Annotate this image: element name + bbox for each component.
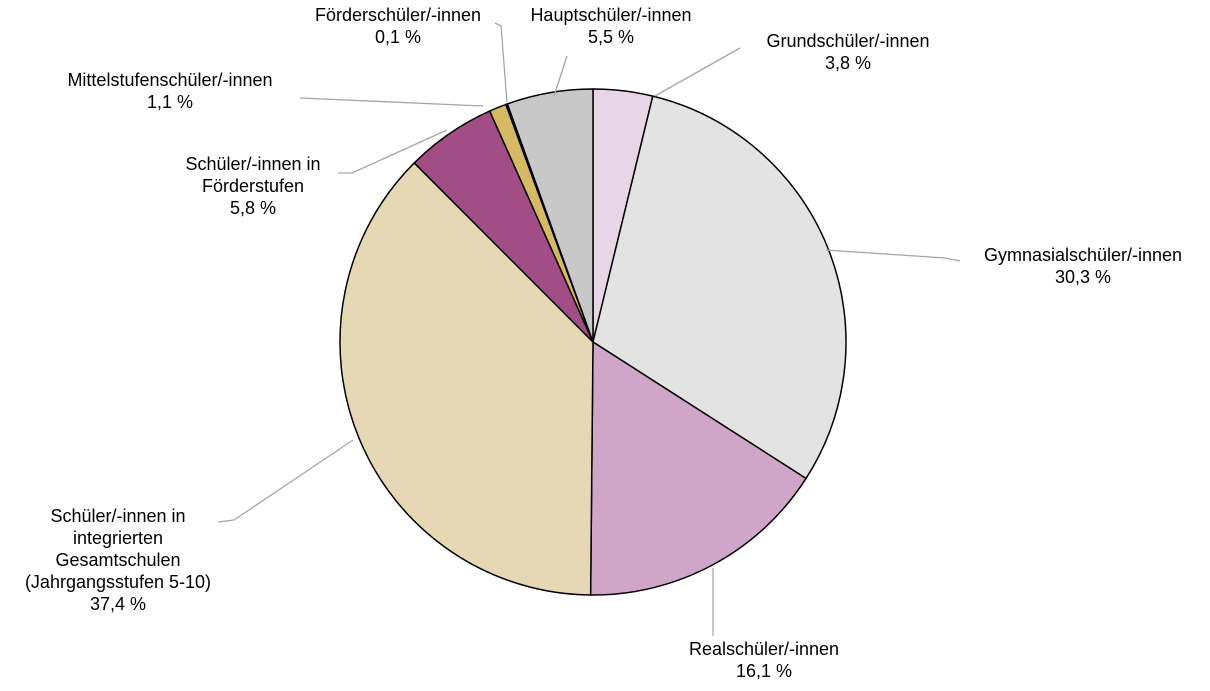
pie-slices bbox=[340, 89, 846, 595]
slice-value-label: 16,1 % bbox=[736, 661, 792, 681]
leader-line bbox=[495, 23, 507, 102]
slice-category-label: Hauptschüler/-innen bbox=[530, 5, 691, 25]
slice-value-label: 5,5 % bbox=[588, 27, 634, 47]
slice-category-label: Schüler/-innen in integrierten Gesamtschul… bbox=[25, 506, 211, 592]
slice-value-label: 5,8 % bbox=[230, 198, 276, 218]
leader-line bbox=[826, 250, 960, 261]
leader-line bbox=[655, 48, 740, 96]
leader-line bbox=[218, 440, 353, 522]
slice-category-label: Grundschüler/-innen bbox=[766, 31, 929, 51]
slice-value-label: 30,3 % bbox=[1055, 267, 1111, 287]
slice-value-label: 37,4 % bbox=[90, 594, 146, 614]
slice-category-label: Schüler/-innen in Förderstufen bbox=[185, 154, 320, 196]
slice-category-label: Realschüler/-innen bbox=[689, 639, 839, 659]
slice-category-label: Mittelstufenschüler/-innen bbox=[67, 70, 272, 90]
slice-category-label: Gymnasialschüler/-innen bbox=[984, 245, 1182, 265]
leader-line bbox=[300, 98, 483, 106]
slice-value-label: 3,8 % bbox=[825, 53, 871, 73]
slice-category-label: Förderschüler/-innen bbox=[315, 5, 481, 25]
slice-value-label: 0,1 % bbox=[375, 27, 421, 47]
slice-value-label: 1,1 % bbox=[147, 92, 193, 112]
